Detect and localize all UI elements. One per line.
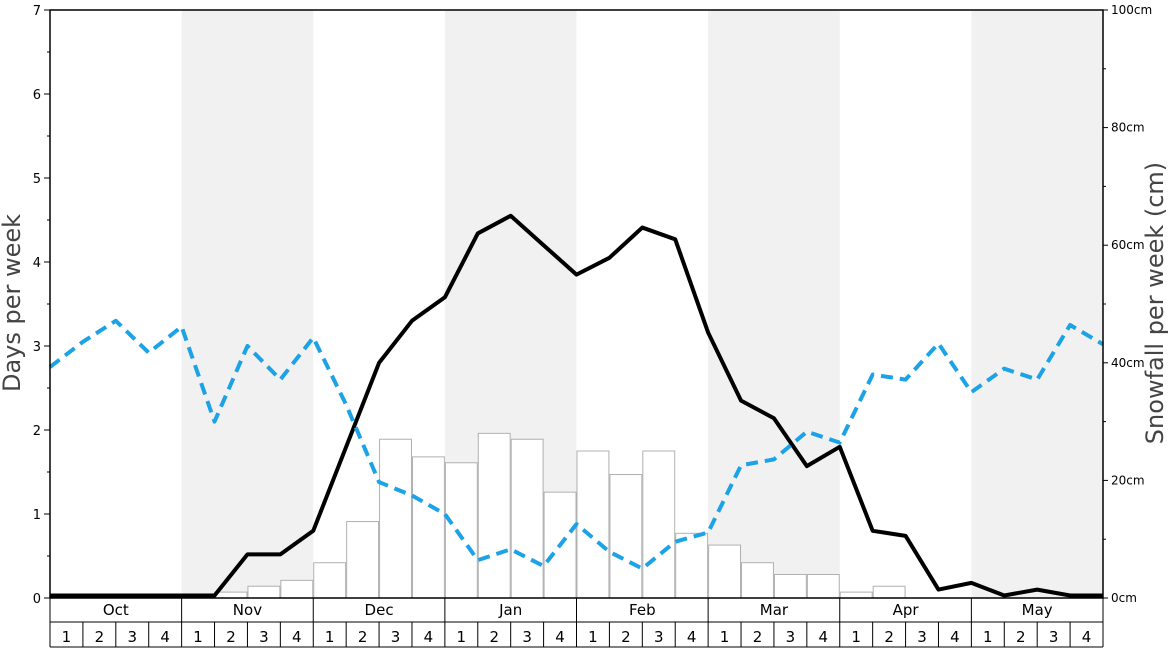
month-label: Dec: [365, 601, 394, 619]
month-week-axis: Oct 1 2 3 4 Nov 1 2 3 4 Dec 1 2 3 4 Jan 1 2 3 4 Feb 1 2 3 4 Mar 1 2…: [49, 598, 1104, 648]
right-axis-title: Snowfall per week (cm): [1141, 162, 1168, 444]
week-label: 1: [720, 628, 730, 646]
right-tick-label: 0cm: [1111, 591, 1137, 605]
month-label: Nov: [233, 601, 262, 619]
week-label: 2: [95, 628, 105, 646]
right-tick-label: 60cm: [1111, 238, 1145, 252]
week-label: 2: [358, 628, 368, 646]
dashed-line-series: [48, 318, 1105, 571]
week-label: 1: [983, 628, 993, 646]
snowfall-bar: [313, 562, 347, 599]
snowfall-bar: [411, 456, 445, 599]
month-shading: [181, 10, 1103, 598]
week-label: 3: [917, 628, 927, 646]
month-band-may: [971, 10, 1103, 598]
week-label: 1: [62, 628, 72, 646]
snowfall-bar: [872, 585, 906, 599]
week-label: 2: [489, 628, 499, 646]
snowfall-bar: [379, 438, 412, 599]
left-tick-label: 7: [33, 4, 41, 19]
left-axis: 0 1 2 3 4 5 6 7: [33, 4, 50, 607]
week-label: 3: [391, 628, 401, 646]
week-label: 3: [259, 628, 269, 646]
week-label: 2: [621, 628, 631, 646]
snowfall-bar: [444, 462, 478, 599]
week-label: 4: [687, 628, 697, 646]
snowfall-bar: [510, 438, 544, 599]
week-label: 4: [292, 628, 302, 646]
left-tick-label: 0: [33, 592, 41, 607]
snowfall-bar: [247, 585, 281, 599]
snowfall-bar: [773, 573, 807, 599]
left-axis-title: Days per week: [0, 214, 26, 392]
snowfall-bar: [576, 450, 610, 599]
right-tick-label: 40cm: [1111, 356, 1145, 370]
week-label: 1: [193, 628, 203, 646]
week-label: 1: [588, 628, 598, 646]
snowfall-bar: [741, 562, 774, 599]
week-label: 2: [753, 628, 763, 646]
week-label: 2: [884, 628, 894, 646]
snowfall-bar: [642, 450, 676, 599]
snowfall-bar: [280, 579, 314, 599]
left-tick-label: 6: [33, 88, 41, 103]
week-label: 2: [1016, 628, 1026, 646]
week-label: 4: [950, 628, 960, 646]
snowfall-bars: [214, 432, 906, 599]
week-label: 4: [1082, 628, 1092, 646]
left-tick-label: 4: [33, 256, 41, 271]
left-tick-label: 2: [33, 424, 41, 439]
week-label: 4: [555, 628, 565, 646]
snowfall-bar: [675, 532, 709, 599]
left-tick-label: 1: [33, 508, 41, 523]
series-lines: [48, 213, 1105, 598]
right-tick-label: 80cm: [1111, 121, 1145, 135]
month-label: May: [1022, 601, 1053, 619]
snowfall-bar: [609, 474, 643, 599]
week-label: 1: [851, 628, 861, 646]
snowfall-bar: [806, 573, 840, 599]
left-tick-label: 3: [33, 340, 41, 355]
week-label: 4: [424, 628, 434, 646]
right-tick-label: 100cm: [1111, 3, 1152, 17]
snowfall-bar: [346, 521, 380, 599]
snowfall-bar: [477, 432, 511, 599]
left-tick-label: 5: [33, 172, 41, 187]
week-label: 2: [226, 628, 236, 646]
week-label: 3: [786, 628, 796, 646]
month-label: Apr: [893, 601, 920, 619]
week-label: 1: [457, 628, 467, 646]
month-label: Jan: [498, 601, 522, 619]
month-band-mar: [708, 10, 840, 598]
week-label: 3: [127, 628, 137, 646]
right-axis: 0cm 20cm 40cm 60cm 80cm 100cm: [1103, 3, 1152, 605]
snowfall-bar: [214, 591, 248, 599]
week-label: 4: [160, 628, 170, 646]
month-label: Oct: [103, 601, 129, 619]
right-tick-label: 20cm: [1111, 473, 1145, 487]
month-label: Feb: [629, 601, 656, 619]
month-band-nov: [181, 10, 314, 598]
snowfall-bar: [708, 544, 742, 599]
solid-line-series: [50, 213, 1103, 598]
week-label: 3: [654, 628, 664, 646]
week-label: 4: [819, 628, 829, 646]
week-label: 3: [1049, 628, 1059, 646]
month-label: Mar: [760, 601, 789, 619]
week-label: 1: [325, 628, 335, 646]
week-label: 3: [522, 628, 532, 646]
snowfall-bar: [839, 591, 873, 599]
